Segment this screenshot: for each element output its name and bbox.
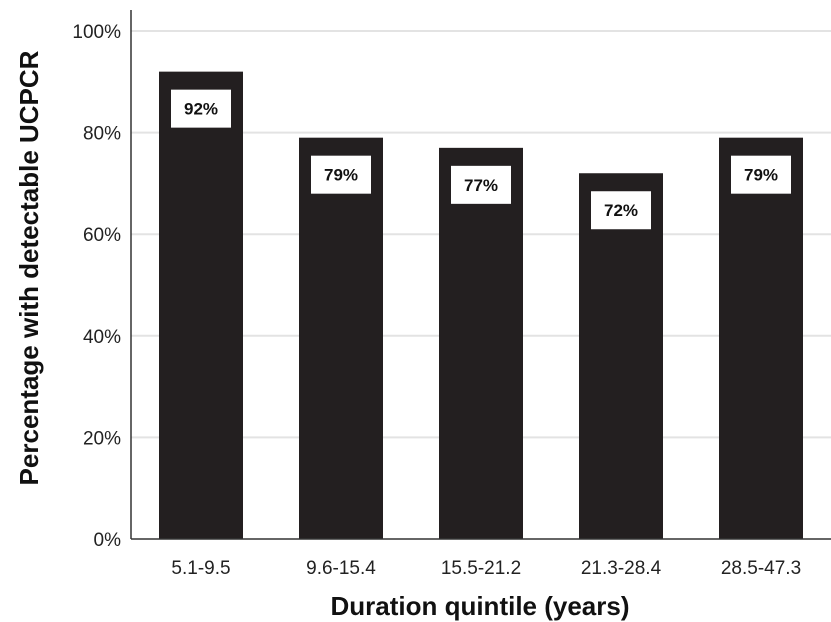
y-tick-label: 100% xyxy=(72,22,121,43)
y-tick-label: 80% xyxy=(83,124,121,145)
y-axis-title: Percentage with detectable UCPCR xyxy=(14,50,44,485)
x-tick-label: 15.5-21.2 xyxy=(441,558,521,579)
x-tick-label: 5.1-9.5 xyxy=(171,558,230,579)
data-label: 72% xyxy=(604,201,638,220)
x-tick-label: 28.5-47.3 xyxy=(721,558,801,579)
data-label-box xyxy=(311,155,371,194)
data-label: 92% xyxy=(184,100,218,119)
y-tick-label: 60% xyxy=(83,225,121,246)
y-tick-labels: 0% 20% 40% 60% 80% 100% xyxy=(72,22,121,551)
bar xyxy=(579,173,663,540)
bar xyxy=(299,137,383,539)
bar xyxy=(719,137,803,539)
data-label-box xyxy=(171,89,231,128)
data-label: 79% xyxy=(324,166,358,185)
data-label-box xyxy=(591,191,651,230)
data-label-box xyxy=(731,155,791,194)
x-tick-labels: 5.1-9.5 9.6-15.4 15.5-21.2 21.3-28.4 28.5-47… xyxy=(171,558,801,579)
bars xyxy=(159,71,803,540)
x-tick-label: 9.6-15.4 xyxy=(306,558,376,579)
axes xyxy=(130,10,831,540)
y-tick-label: 40% xyxy=(83,327,121,348)
y-tick-label: 20% xyxy=(83,428,121,449)
y-tick-label: 0% xyxy=(94,530,122,551)
data-label: 77% xyxy=(464,176,498,195)
data-label: 79% xyxy=(744,166,778,185)
x-tick-label: 21.3-28.4 xyxy=(581,558,662,579)
bar xyxy=(439,147,523,539)
bar xyxy=(159,71,243,539)
data-label-box xyxy=(451,165,511,204)
data-labels: 92% 79% 77% 72% 79% xyxy=(171,89,791,230)
x-axis-title: Duration quintile (years) xyxy=(330,591,629,621)
